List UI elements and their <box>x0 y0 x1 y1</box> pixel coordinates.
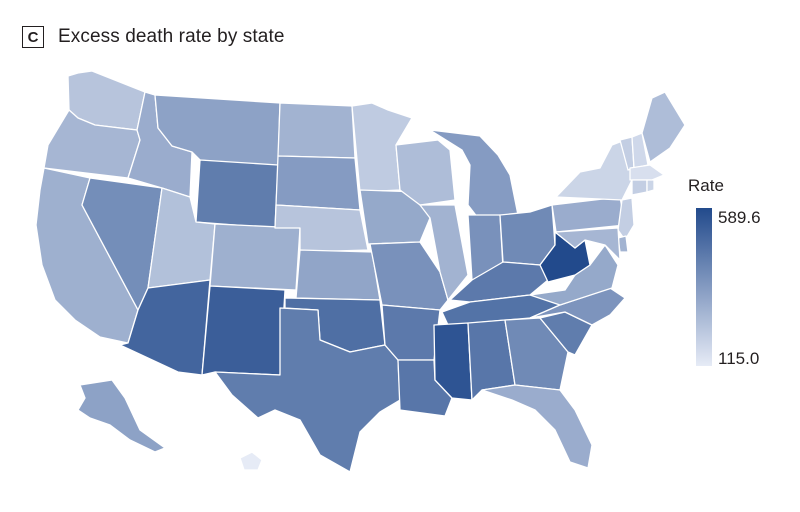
state-ME <box>641 91 686 163</box>
state-CT <box>631 179 648 196</box>
state-SD <box>275 155 361 211</box>
state-NJ <box>617 197 635 241</box>
map-title: Excess death rate by state <box>58 26 285 47</box>
state-NM <box>201 285 286 376</box>
state-WI <box>395 139 456 206</box>
state-ND <box>277 102 356 159</box>
state-HI <box>239 451 263 471</box>
state-CO <box>209 223 301 291</box>
state-AK <box>77 379 166 453</box>
state-NY <box>555 139 633 201</box>
state-AR <box>381 304 441 361</box>
state-MA <box>629 164 665 181</box>
state-MS <box>433 322 473 401</box>
state-FL <box>481 384 593 469</box>
state-IL <box>419 204 469 301</box>
state-PA <box>551 196 626 233</box>
state-MD <box>554 227 621 261</box>
state-WY <box>195 159 279 229</box>
state-GA <box>504 317 569 391</box>
state-KS <box>295 249 381 301</box>
state-TX <box>214 307 401 473</box>
legend-max-label: 589.6 <box>718 208 761 227</box>
panel-header: C Excess death rate by state <box>22 24 285 50</box>
legend-title: Rate <box>688 176 724 195</box>
panel-letter-box: C <box>22 26 44 48</box>
legend-color-bar <box>696 208 712 366</box>
legend-min-label: 115.0 <box>718 349 760 368</box>
state-RI <box>646 179 655 193</box>
